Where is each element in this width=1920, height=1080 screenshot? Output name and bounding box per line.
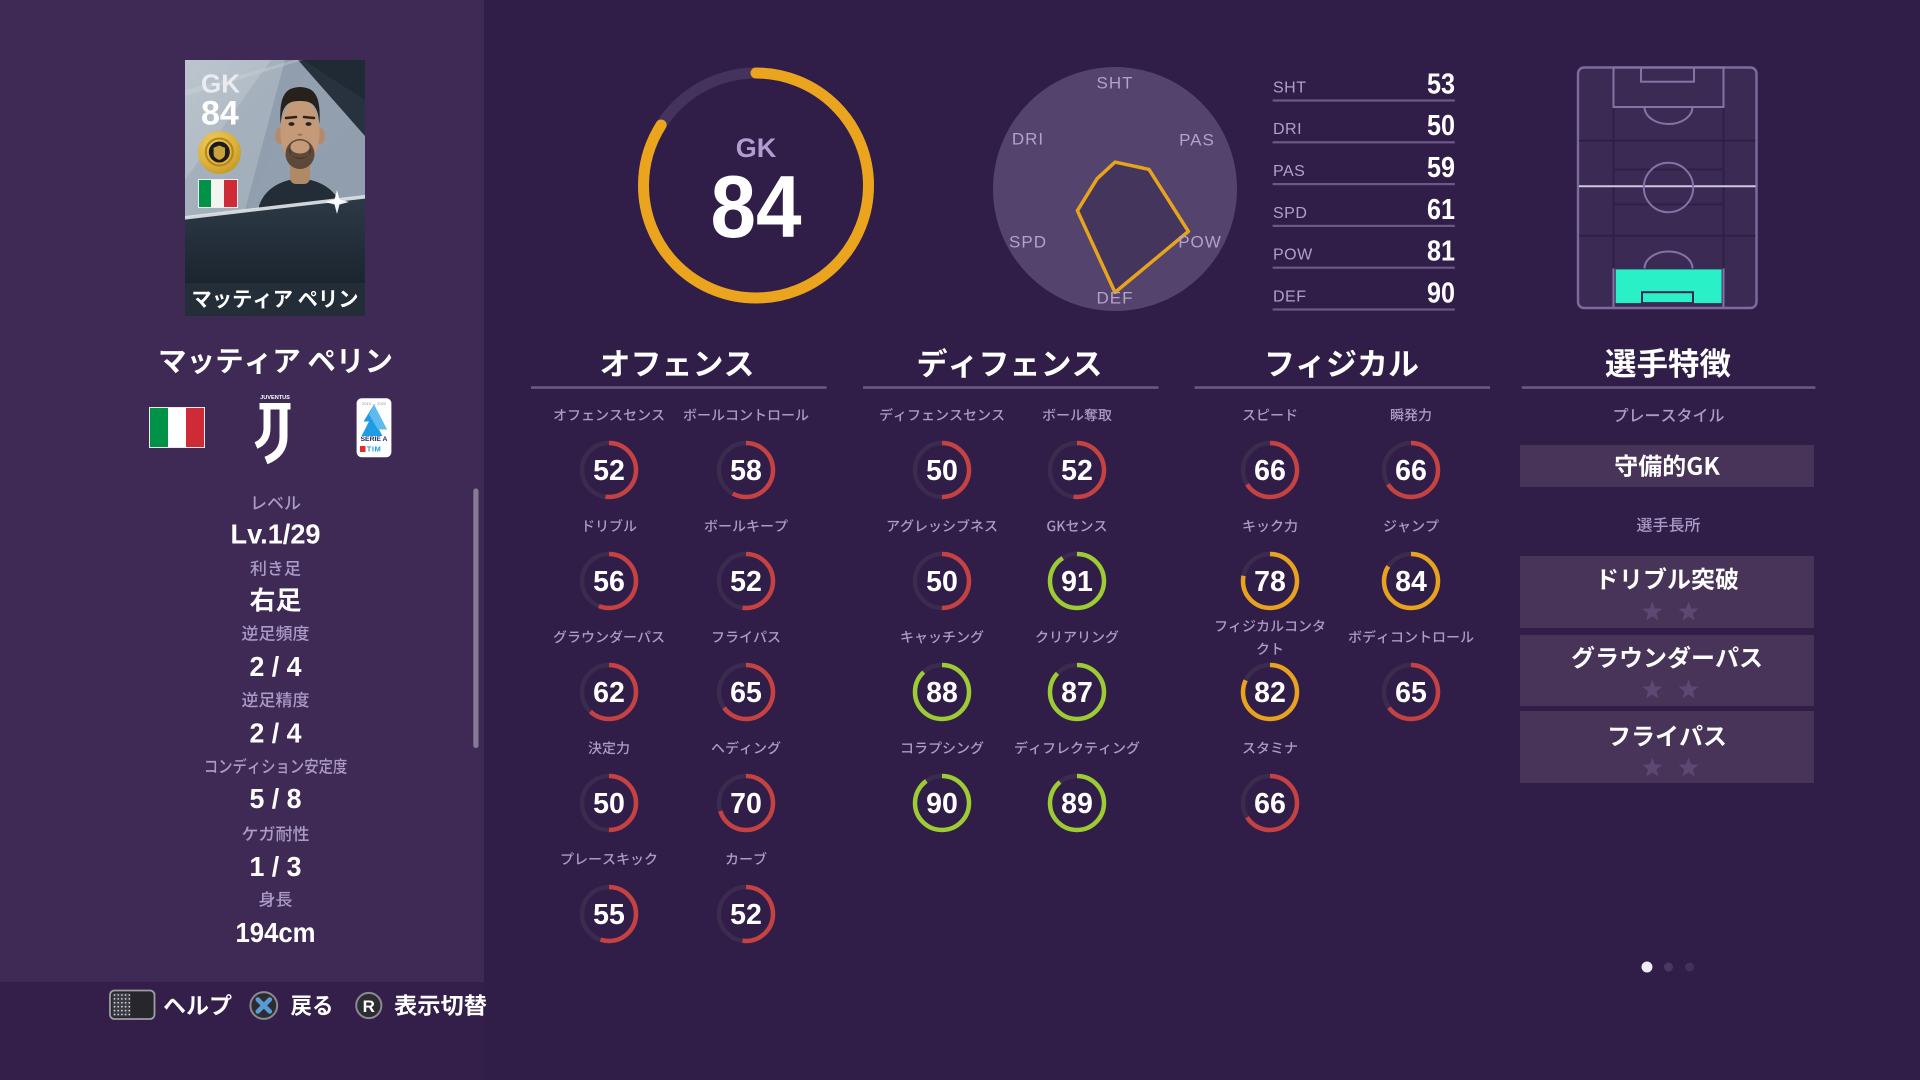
svg-text:87: 87	[1061, 677, 1093, 709]
svg-text:65: 65	[1395, 677, 1427, 709]
svg-text:58: 58	[730, 455, 762, 487]
svg-text:52: 52	[730, 566, 762, 598]
svg-text:DRI: DRI	[1012, 130, 1044, 149]
svg-text:90: 90	[1427, 277, 1455, 309]
svg-text:50: 50	[926, 566, 958, 598]
svg-text:91: 91	[1061, 566, 1093, 598]
svg-text:2019 — 2020: 2019 — 2020	[362, 401, 387, 406]
svg-text:66: 66	[1254, 788, 1286, 820]
svg-text:84: 84	[201, 95, 239, 133]
svg-text:62: 62	[593, 677, 625, 709]
svg-text:90: 90	[926, 788, 958, 820]
svg-text:PAS: PAS	[1179, 131, 1215, 150]
svg-text:66: 66	[1254, 455, 1286, 487]
svg-text:50: 50	[593, 788, 625, 820]
svg-text:R: R	[363, 997, 375, 1016]
svg-text:52: 52	[593, 455, 625, 487]
svg-text:SPD: SPD	[1009, 233, 1047, 252]
svg-text:78: 78	[1254, 566, 1286, 598]
svg-text:59: 59	[1427, 152, 1455, 184]
svg-text:SPD: SPD	[1273, 205, 1307, 222]
svg-text:1 / 3: 1 / 3	[250, 851, 302, 882]
svg-text:70: 70	[730, 788, 762, 820]
svg-text:52: 52	[1061, 455, 1093, 487]
svg-text:SHT: SHT	[1273, 79, 1307, 96]
svg-text:88: 88	[926, 677, 958, 709]
svg-text:82: 82	[1254, 677, 1286, 709]
svg-text:DEF: DEF	[1097, 289, 1134, 308]
svg-text:194cm: 194cm	[236, 917, 316, 948]
svg-text:DEF: DEF	[1273, 288, 1307, 305]
svg-text:52: 52	[730, 899, 762, 931]
svg-text:53: 53	[1427, 68, 1455, 100]
svg-text:2 / 4: 2 / 4	[250, 718, 302, 749]
svg-text:PAS: PAS	[1273, 163, 1305, 180]
svg-text:84: 84	[1395, 566, 1427, 598]
svg-text:POW: POW	[1273, 247, 1313, 264]
svg-text:81: 81	[1427, 236, 1455, 268]
svg-text:84: 84	[711, 157, 802, 256]
svg-text:TIM: TIM	[367, 445, 381, 454]
svg-text:Lv.1/29: Lv.1/29	[231, 519, 321, 550]
svg-text:GK: GK	[736, 133, 777, 163]
svg-text:61: 61	[1427, 194, 1455, 226]
svg-text:SERIE A: SERIE A	[361, 436, 388, 443]
svg-text:65: 65	[730, 677, 762, 709]
svg-text:50: 50	[926, 455, 958, 487]
svg-text:66: 66	[1395, 455, 1427, 487]
svg-text:56: 56	[593, 566, 625, 598]
svg-text:50: 50	[1427, 110, 1455, 142]
svg-text:POW: POW	[1178, 233, 1222, 252]
svg-text:55: 55	[593, 899, 625, 931]
svg-text:SHT: SHT	[1097, 74, 1134, 93]
svg-text:DRI: DRI	[1273, 121, 1302, 138]
svg-text:5 / 8: 5 / 8	[250, 783, 302, 814]
svg-text:2 / 4: 2 / 4	[250, 651, 302, 682]
svg-text:JUVENTUS: JUVENTUS	[260, 395, 290, 401]
svg-text:89: 89	[1061, 788, 1093, 820]
svg-text:GK: GK	[201, 69, 240, 99]
